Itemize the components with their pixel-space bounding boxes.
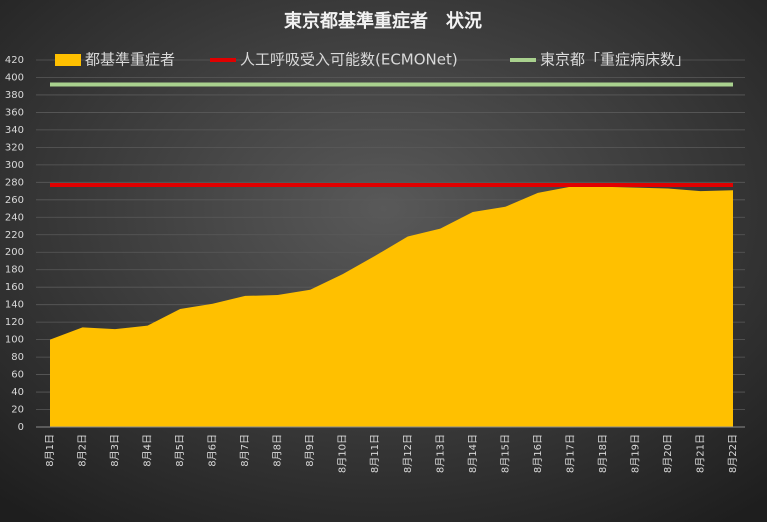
x-tick-label: 8月19日: [629, 434, 641, 473]
x-tick-label: 8月5日: [174, 434, 186, 467]
y-tick-label: 40: [11, 387, 24, 398]
y-tick-label: 280: [5, 177, 24, 188]
y-tick-label: 300: [5, 160, 24, 171]
x-tick-label: 8月13日: [434, 434, 446, 473]
x-tick-label: 8月12日: [402, 434, 414, 473]
y-tick-label: 360: [5, 107, 24, 118]
y-tick-label: 240: [5, 212, 24, 223]
x-tick-label: 8月10日: [337, 434, 349, 473]
x-tick-label: 8月21日: [694, 434, 706, 473]
x-tick-label: 8月7日: [239, 434, 251, 467]
y-tick-label: 180: [5, 265, 24, 276]
legend-swatch: [55, 54, 81, 66]
y-tick-label: 20: [11, 405, 24, 416]
y-tick-label: 100: [5, 335, 24, 346]
x-tick-label: 8月6日: [207, 434, 219, 467]
y-tick-label: 400: [5, 72, 24, 83]
y-tick-label: 120: [5, 317, 24, 328]
x-tick-label: 8月11日: [369, 434, 381, 473]
x-tick-label: 8月1日: [44, 434, 56, 467]
y-tick-label: 160: [5, 282, 24, 293]
x-tick-label: 8月4日: [142, 434, 154, 467]
y-tick-label: 260: [5, 195, 24, 206]
x-tick-label: 8月16日: [532, 434, 544, 473]
x-tick-label: 8月2日: [77, 434, 89, 467]
y-tick-label: 320: [5, 142, 24, 153]
x-tick-label: 8月20日: [662, 434, 674, 473]
y-tick-label: 60: [11, 370, 24, 381]
x-tick-label: 8月9日: [304, 434, 316, 467]
y-tick-label: 0: [18, 422, 24, 433]
y-tick-label: 340: [5, 125, 24, 136]
legend-label: 都基準重症者: [85, 51, 175, 69]
x-tick-label: 8月14日: [467, 434, 479, 473]
y-tick-label: 140: [5, 300, 24, 311]
legend-label: 東京都「重症病床数」: [540, 51, 690, 69]
y-tick-label: 220: [5, 230, 24, 241]
area: [50, 186, 733, 427]
y-tick-label: 80: [11, 352, 24, 363]
chart-title: 東京都基準重症者 状況: [284, 10, 482, 32]
y-tick-label: 200: [5, 247, 24, 258]
x-tick-label: 8月17日: [564, 434, 576, 473]
x-tick-label: 8月8日: [272, 434, 284, 467]
x-tick-label: 8月18日: [597, 434, 609, 473]
y-tick-label: 420: [5, 55, 24, 66]
x-tick-label: 8月3日: [109, 434, 121, 467]
x-tick-label: 8月22日: [727, 434, 739, 473]
legend-label: 人工呼吸受入可能数(ECMONet): [240, 51, 458, 69]
x-tick-label: 8月15日: [499, 434, 511, 473]
y-tick-label: 380: [5, 90, 24, 101]
